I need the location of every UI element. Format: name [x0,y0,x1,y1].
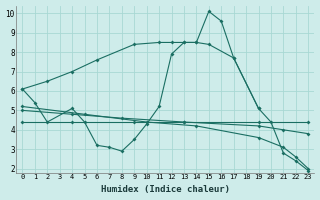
X-axis label: Humidex (Indice chaleur): Humidex (Indice chaleur) [101,185,230,194]
